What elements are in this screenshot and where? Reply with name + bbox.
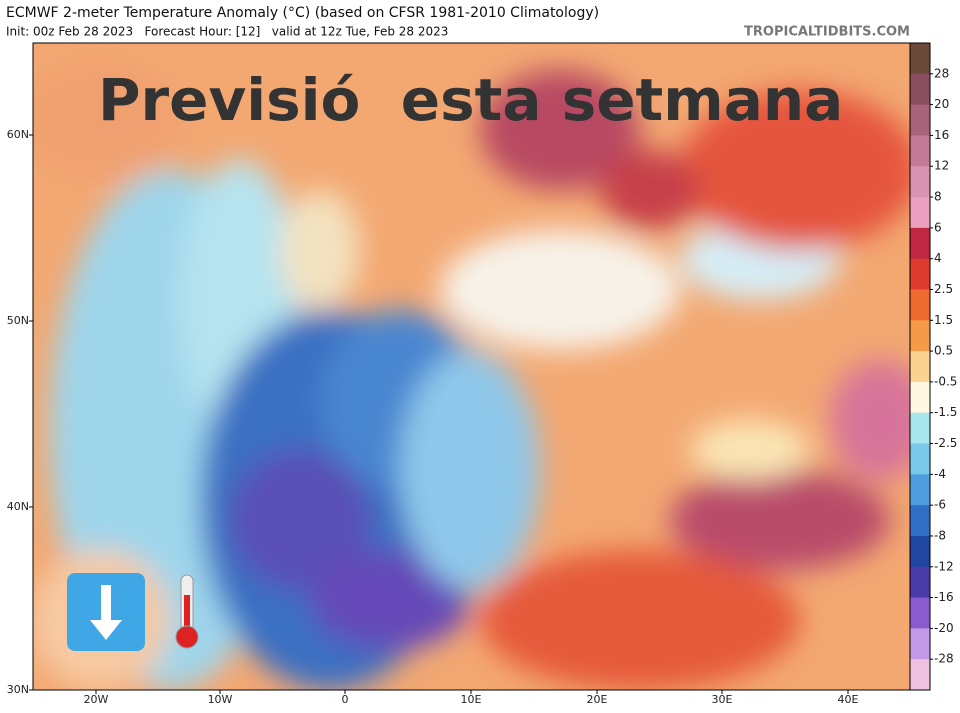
colorbar-segment: [910, 289, 930, 321]
colorbar-segment: [910, 566, 930, 599]
lat-label: 50N: [7, 314, 29, 327]
colorbar-label: -16: [934, 590, 954, 604]
down-arrow-icon: [67, 573, 145, 651]
thermometer-icon: [175, 574, 199, 649]
colorbar-segment: [910, 258, 930, 290]
colorbar-segment: [910, 443, 930, 475]
colorbar-label: -28: [934, 652, 954, 666]
colorbar-segment: [910, 628, 930, 660]
colorbar-segment: [910, 320, 930, 352]
lon-label: 10W: [208, 693, 233, 706]
colorbar-label: -8: [934, 528, 946, 542]
colorbar-label: -6: [934, 498, 946, 512]
colorbar-segment: [910, 597, 930, 629]
colorbar-label: 8: [934, 190, 942, 204]
colorbar-segment: [910, 505, 930, 537]
lat-label: 30N: [7, 683, 29, 696]
colorbar-segment: [910, 474, 930, 506]
map-field: [33, 43, 910, 690]
colorbar-label: -20: [934, 621, 954, 635]
colorbar-segment: [910, 659, 930, 691]
colorbar-label: 1.5: [934, 313, 953, 327]
colorbar-label: 12: [934, 159, 949, 173]
lat-label: 40N: [7, 500, 29, 513]
colorbar-label: 4: [934, 251, 942, 265]
colorbar-label: 2.5: [934, 282, 953, 296]
colorbar-segment: [910, 197, 930, 229]
colorbar-label: -1.5: [934, 405, 957, 419]
lon-label: 20W: [84, 693, 109, 706]
lon-label: 40E: [838, 693, 859, 706]
colorbar-segment: [910, 43, 930, 75]
lat-label: 60N: [7, 128, 29, 141]
colorbar-label: 6: [934, 220, 942, 234]
lon-label: 20E: [587, 693, 608, 706]
colorbar-label: 0.5: [934, 344, 953, 358]
colorbar-label: 28: [934, 66, 949, 80]
colorbar-segment: [910, 351, 930, 383]
colorbar-label: -2.5: [934, 436, 957, 450]
overlay-title: Previsió esta setmana: [98, 66, 843, 134]
colorbar-segment: [910, 412, 930, 445]
colorbar-label: -12: [934, 559, 954, 573]
colorbar-segment: [910, 73, 930, 106]
map-title: ECMWF 2-meter Temperature Anomaly (°C) (…: [6, 5, 599, 21]
colorbar-segment: [910, 381, 930, 414]
colorbar-label: 16: [934, 128, 949, 142]
colorbar-segment: [910, 166, 930, 198]
colorbar-segment: [910, 535, 930, 568]
colorbar-segment: [910, 104, 930, 136]
watermark: TROPICALTIDBITS.COM: [744, 25, 910, 40]
colorbar-label: -4: [934, 467, 946, 481]
colorbar-label: -0.5: [934, 374, 957, 388]
colorbar-label: 20: [934, 97, 949, 111]
map-subtitle: Init: 00z Feb 28 2023 Forecast Hour: [12…: [6, 25, 448, 39]
colorbar-segment: [910, 227, 930, 260]
lon-label: 10E: [461, 693, 482, 706]
colorbar-segment: [910, 135, 930, 167]
lon-label: 30E: [712, 693, 733, 706]
colorbar-frame: [909, 42, 931, 691]
lon-label: 0: [342, 693, 349, 706]
